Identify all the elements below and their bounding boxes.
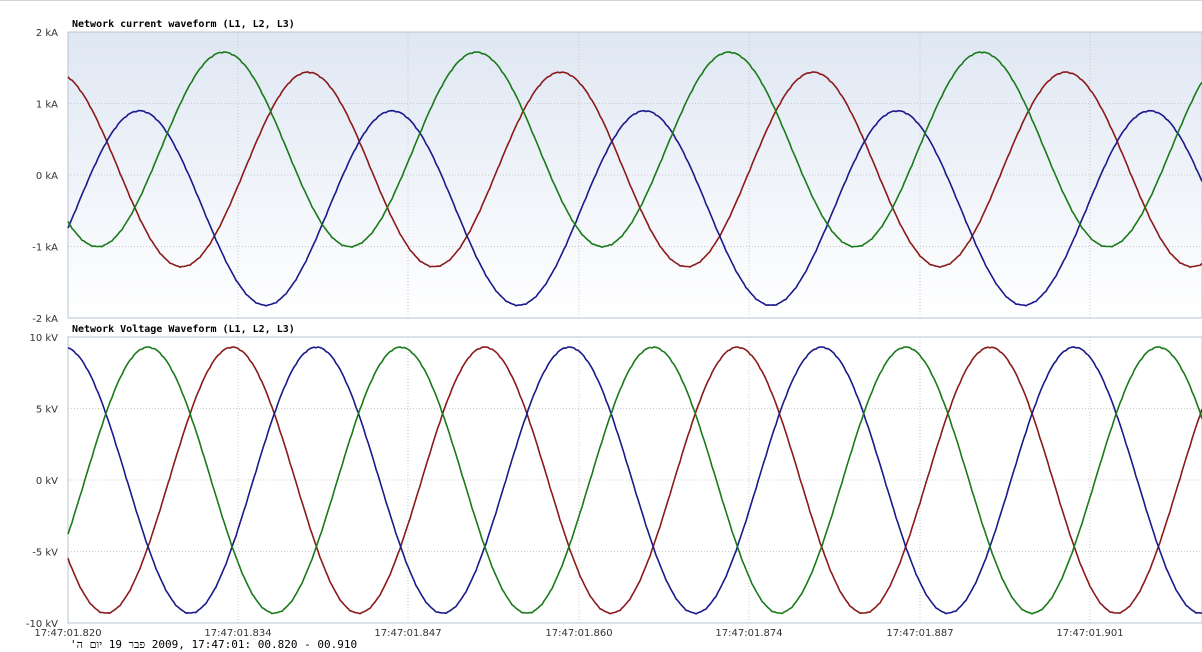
series-line-L3 — [67, 51, 1202, 249]
y-tick-label: -5 kV — [32, 548, 58, 559]
series-line-L2 — [67, 346, 1202, 615]
y-tick-label: 1 kA — [36, 100, 58, 111]
series-line-L1 — [67, 71, 1202, 269]
x-tick-label: 17:47:01.901 — [1056, 628, 1123, 639]
x-tick-label: 17:47:01.820 — [34, 628, 101, 639]
series-line-L1 — [67, 346, 1202, 615]
y-tick-label: 10 kV — [29, 333, 58, 344]
y-tick-label: 5 kV — [36, 405, 58, 416]
x-tick-label: 17:47:01.874 — [715, 628, 782, 639]
x-tick-label: 17:47:01.847 — [374, 628, 441, 639]
y-tick-label: -1 kA — [32, 243, 58, 254]
series-line-L2 — [67, 109, 1202, 307]
y-tick-label: 0 kA — [36, 171, 58, 182]
panel-title: Network Voltage Waveform (L1, L2, L3) — [72, 324, 295, 335]
x-tick-label: 17:47:01.860 — [545, 628, 612, 639]
y-tick-label: 0 kV — [36, 476, 58, 487]
x-tick-label: 17:47:01.887 — [886, 628, 953, 639]
y-tick-label: -10 kV — [26, 619, 58, 630]
x-tick-label: 17:47:01.834 — [204, 628, 271, 639]
y-tick-label: 2 kA — [36, 28, 58, 39]
time-range-footer: 00.910 - 00.820 :17:47:01 ,2009 פבר 19 י… — [70, 638, 358, 651]
panel-title: Network current waveform (L1, L2, L3) — [72, 19, 295, 30]
series-line-L3 — [67, 346, 1202, 615]
y-tick-label: -2 kA — [32, 314, 58, 325]
